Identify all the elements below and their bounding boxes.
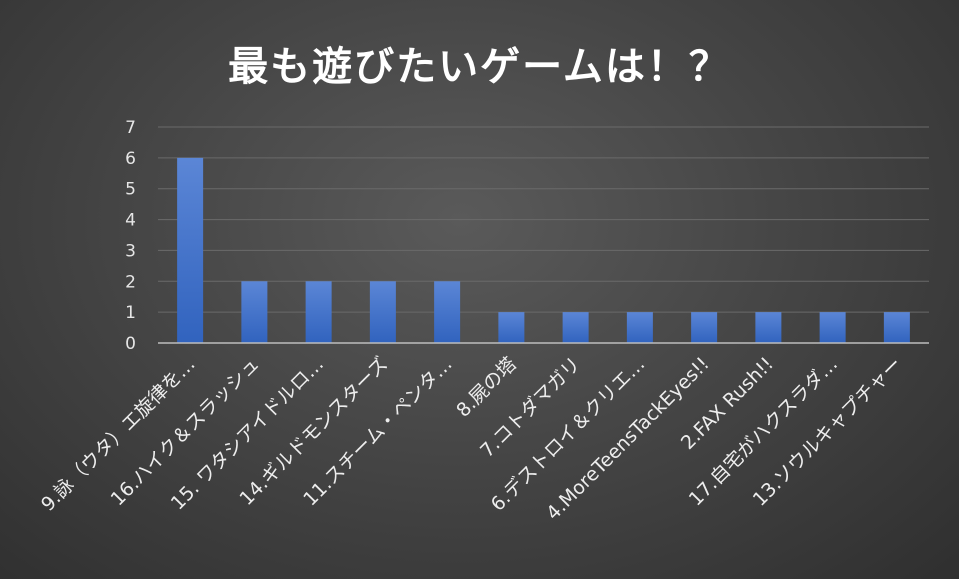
bar <box>819 312 846 343</box>
bar <box>498 312 525 343</box>
bar <box>562 312 589 343</box>
y-tick-label: 7 <box>125 118 136 138</box>
bar <box>241 281 268 343</box>
bar <box>305 281 332 343</box>
bar <box>369 281 396 343</box>
y-tick-label: 5 <box>125 180 136 200</box>
y-tick-label: 2 <box>125 272 136 292</box>
y-tick-label: 0 <box>125 334 136 354</box>
y-tick-label: 4 <box>125 211 136 231</box>
bar <box>177 157 204 343</box>
bar <box>755 312 782 343</box>
bar <box>883 312 910 343</box>
y-tick-label: 3 <box>125 241 136 261</box>
y-tick-label: 6 <box>125 149 136 169</box>
bar <box>626 312 653 343</box>
chart-title: 最も遊びたいゲームは！？ <box>228 44 731 90</box>
bar <box>434 281 461 343</box>
y-tick-label: 1 <box>125 303 136 323</box>
bar <box>691 312 718 343</box>
